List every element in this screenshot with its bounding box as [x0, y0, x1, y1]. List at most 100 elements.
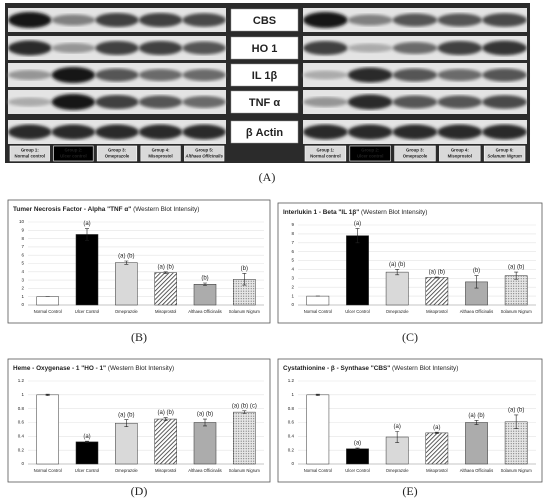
error-bar [434, 276, 439, 279]
blot-band [347, 124, 393, 140]
title-sub: (Western Blot Intensity) [131, 206, 199, 213]
group-box [483, 145, 526, 162]
y-tick-label: 1 [21, 294, 24, 299]
error-bar [434, 431, 439, 434]
annotation: (a) (b) [157, 264, 173, 270]
annotation: (a) (b) [197, 412, 213, 418]
x-tick-label: Solanum Nigrum [229, 468, 261, 473]
group-box [53, 145, 94, 162]
x-tick-label: Solanum Nigrum [501, 309, 533, 314]
chart-title: Interlukin 1 - Beta "IL 1β" (Western Blo… [283, 209, 427, 216]
bar [75, 441, 99, 465]
blot-band [482, 68, 527, 82]
group-name: Omeprazole [105, 154, 130, 159]
bar [425, 432, 449, 465]
blot-band [303, 124, 348, 140]
blot-band [347, 67, 393, 83]
blot-band [437, 95, 483, 109]
annotation: (a) (b) [157, 410, 173, 416]
y-tick-label: 4 [291, 267, 294, 272]
y-tick-label: 5 [21, 261, 24, 266]
error-bar [45, 393, 50, 396]
blot-band [51, 67, 96, 83]
error-bar [355, 228, 360, 244]
blot-band [347, 94, 393, 110]
annotation: (a) [354, 441, 361, 447]
protein-box [230, 90, 299, 114]
group-name: Omeprazole [403, 154, 428, 159]
error-bar [395, 269, 400, 276]
bar [115, 262, 138, 306]
group-box [394, 145, 436, 162]
group-box [184, 145, 225, 162]
y-tick-label: 5 [291, 258, 294, 263]
y-tick-label: 7 [291, 240, 294, 245]
y-tick-label: 1.2 [288, 378, 295, 383]
blot-band [182, 96, 226, 108]
annotation: (a) (b) [508, 407, 524, 413]
blot-band [437, 41, 483, 55]
group-number: Group 3: [406, 148, 424, 153]
panel-label: (D) [131, 484, 148, 498]
group-name: Misoprostol [148, 154, 172, 159]
annotation: (a) [433, 425, 440, 431]
y-tick-label: 1 [21, 392, 24, 397]
blot-band [182, 13, 226, 27]
blot-band [482, 124, 527, 140]
y-tick-label: 0 [21, 461, 24, 466]
blot-band [8, 124, 52, 140]
error-bar [124, 419, 129, 427]
blot-band [8, 12, 52, 28]
error-bar [85, 228, 89, 241]
bar [154, 418, 177, 465]
x-tick-label: Misoprostol [155, 309, 176, 314]
y-tick-label: 2 [21, 286, 24, 291]
protein-box [230, 36, 299, 60]
blot-band [138, 69, 183, 81]
blot-band [482, 13, 527, 27]
y-tick-label: 2 [291, 284, 294, 289]
error-bar [85, 440, 89, 443]
y-tick-label: 0 [21, 302, 24, 307]
error-bar [474, 275, 479, 289]
annotation: (a) [354, 221, 361, 227]
error-bar [203, 282, 207, 286]
bar [193, 284, 217, 306]
bar [425, 277, 449, 306]
bar [233, 411, 256, 465]
error-bar [203, 418, 207, 427]
y-tick-label: 4 [21, 269, 24, 274]
blot-band [482, 95, 527, 109]
blot-band [347, 14, 393, 26]
blot-band [482, 40, 527, 56]
title-sub: (Western Blot Intensity) [359, 209, 427, 216]
x-tick-label: Normal Control [304, 468, 332, 473]
title-sub: (Western Blot Intensity) [106, 365, 174, 372]
group-name: Solanum Nigrum [487, 154, 522, 159]
bar [306, 295, 330, 306]
group-number: Group 6: [496, 148, 514, 153]
blot-band [95, 124, 139, 140]
protein-box [230, 8, 299, 32]
blot-band [303, 70, 348, 80]
y-tick-label: 9 [291, 222, 294, 227]
blot-band [437, 13, 483, 27]
group-name: Ulcer control [60, 154, 87, 159]
y-tick-label: 3 [291, 276, 294, 281]
y-tick-label: 0.2 [288, 447, 295, 452]
y-tick-label: 3 [21, 277, 24, 282]
annotation: (a) (b) [118, 254, 134, 260]
y-tick-label: 1.2 [18, 378, 25, 383]
group-number: Group 2: [361, 148, 379, 153]
error-bar [315, 393, 320, 396]
chart-title: Heme - Oxygenase - 1 "HO - 1" (Western B… [13, 365, 174, 372]
blot-band [51, 14, 96, 26]
x-tick-label: Ulcer Control [345, 309, 370, 314]
group-box [439, 145, 481, 162]
bar [385, 271, 409, 306]
error-bar [163, 417, 168, 421]
y-tick-label: 1 [291, 293, 294, 298]
panel-label: (C) [402, 330, 418, 344]
